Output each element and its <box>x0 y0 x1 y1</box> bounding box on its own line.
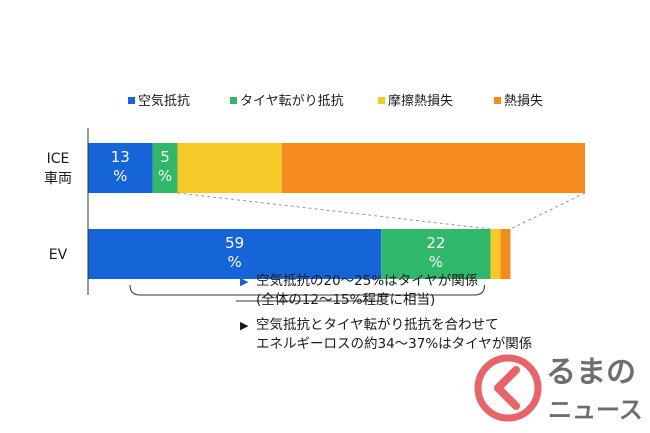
note1-line1: 空気抵抗の20～25%はタイヤが関係 <box>256 273 479 289</box>
data-label-1-1-line-1: 13 <box>111 148 130 166</box>
legend-label-1: 空気抵抗 <box>138 93 190 109</box>
note1-line2: (全体の12～15%程度に相当) <box>256 292 436 308</box>
data-label-1-1-line-2: % <box>113 167 127 185</box>
note-marker-icon: ▶ <box>240 275 249 288</box>
note2-line2: エネルギーロスの約34～37%はタイヤが関係 <box>256 336 533 352</box>
bracket <box>129 284 486 296</box>
connector-dashed-2 <box>510 192 586 230</box>
logo-ring <box>474 354 542 422</box>
data-label-2-1-line-2: % <box>227 253 241 271</box>
bar-segment-1-3 <box>177 143 282 193</box>
category-label-1-line-2: 車両 <box>44 170 72 187</box>
data-label-1-2-line-1: 5 <box>160 148 170 166</box>
guide-lines <box>129 192 586 302</box>
logo-text-bottom: ニュース <box>548 396 643 424</box>
data-label-1-2-line-2: % <box>158 167 172 185</box>
category-label-2-line-1: EV <box>49 247 68 263</box>
bar-segment-2-1 <box>88 229 382 279</box>
bar-segment-2-2 <box>381 229 491 279</box>
logo-chevron-icon <box>494 366 520 410</box>
chart-legend: 空気抵抗 タイヤ転がり抵抗 摩擦熱損失 熱損失 <box>128 93 543 109</box>
connector-dashed-1 <box>177 192 491 230</box>
category-label-1-line-1: ICE <box>47 151 70 167</box>
bar-segment-1-1 <box>88 143 153 193</box>
bar-segment-1-4 <box>281 143 585 193</box>
bar-segment-2-3 <box>490 229 501 279</box>
legend-label-3: 摩擦熱損失 <box>388 93 453 109</box>
note-tire-air-resistance: ▶ 空気抵抗の20～25%はタイヤが関係 (全体の12～15%程度に相当) <box>240 272 478 309</box>
logo-text-top: るまの <box>546 355 636 390</box>
data-label-2-1-line-1: 59 <box>225 234 244 252</box>
data-label-2-2-line-1: 22 <box>426 234 445 252</box>
legend-label-2: タイヤ転がり抵抗 <box>240 94 344 109</box>
note-tire-total-loss: ▶ 空気抵抗とタイヤ転がり抵抗を合わせて エネルギーロスの約34～37%はタイヤが… <box>240 316 532 353</box>
legend-swatch-2 <box>230 97 237 104</box>
bar-segment-1-2 <box>152 143 178 193</box>
legend-swatch-1 <box>128 97 135 104</box>
legend-swatch-3 <box>378 97 385 104</box>
data-label-2-2-line-2: % <box>429 253 443 271</box>
note-marker-icon: ▶ <box>240 319 249 332</box>
legend-swatch-4 <box>494 97 501 104</box>
bar-segment-2-4 <box>500 229 511 279</box>
kuruma-no-news-logo: るまの ニュース <box>474 354 643 424</box>
note2-line1: 空気抵抗とタイヤ転がり抵抗を合わせて <box>256 317 499 333</box>
legend-label-4: 熱損失 <box>504 94 543 109</box>
